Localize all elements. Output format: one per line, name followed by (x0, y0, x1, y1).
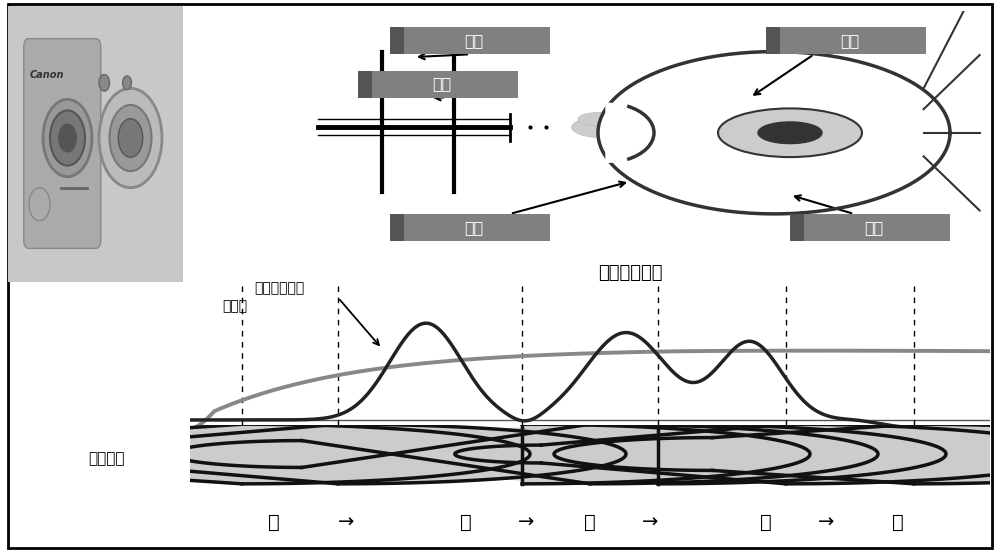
Circle shape (578, 113, 618, 126)
FancyBboxPatch shape (358, 71, 372, 98)
Circle shape (123, 76, 131, 89)
Text: 角膜形状: 角膜形状 (89, 450, 125, 466)
Text: →: → (818, 513, 834, 532)
Text: 10～15ms: 10～15ms (555, 428, 625, 443)
Circle shape (29, 188, 50, 221)
Text: 角膜: 角膜 (464, 220, 484, 235)
Polygon shape (554, 424, 1000, 484)
FancyBboxPatch shape (390, 27, 550, 54)
Polygon shape (658, 424, 946, 484)
Circle shape (118, 119, 143, 157)
Circle shape (572, 117, 632, 137)
Text: 凸: 凸 (892, 513, 904, 532)
Polygon shape (7, 424, 626, 484)
Polygon shape (606, 103, 654, 162)
Text: 眼球: 眼球 (864, 220, 884, 235)
FancyBboxPatch shape (358, 71, 518, 98)
Text: 角膜压平信号: 角膜压平信号 (598, 264, 662, 283)
FancyBboxPatch shape (390, 214, 550, 241)
Circle shape (600, 123, 648, 140)
Text: 平: 平 (760, 513, 772, 532)
Text: 平: 平 (460, 513, 472, 532)
Text: 前房: 前房 (840, 33, 860, 48)
Circle shape (99, 88, 162, 188)
FancyBboxPatch shape (766, 27, 926, 54)
Circle shape (59, 124, 76, 152)
Circle shape (99, 75, 110, 91)
Circle shape (624, 119, 668, 134)
Text: Canon: Canon (29, 70, 64, 79)
Polygon shape (455, 424, 1000, 484)
Text: 气流: 气流 (464, 33, 484, 48)
Text: 喷嘴: 喷嘴 (432, 77, 452, 92)
Circle shape (600, 115, 652, 132)
FancyBboxPatch shape (390, 27, 404, 54)
Polygon shape (0, 424, 530, 484)
Text: →: → (642, 513, 658, 532)
FancyBboxPatch shape (24, 39, 101, 248)
FancyBboxPatch shape (390, 214, 404, 241)
Circle shape (50, 110, 85, 166)
Text: 凸: 凸 (268, 513, 280, 532)
Text: 气压值: 气压值 (222, 299, 247, 313)
Circle shape (110, 105, 152, 171)
Text: 凹: 凹 (584, 513, 596, 532)
FancyBboxPatch shape (790, 214, 804, 241)
Text: 角膜压平信号: 角膜压平信号 (254, 281, 304, 295)
Circle shape (43, 99, 92, 177)
FancyBboxPatch shape (5, 0, 186, 287)
Text: →: → (518, 513, 534, 532)
Polygon shape (598, 52, 950, 214)
Text: →: → (338, 513, 354, 532)
Circle shape (718, 108, 862, 157)
Polygon shape (522, 424, 810, 484)
FancyBboxPatch shape (766, 27, 780, 54)
Circle shape (758, 122, 822, 144)
Polygon shape (172, 424, 878, 484)
FancyBboxPatch shape (790, 214, 950, 241)
Circle shape (600, 130, 636, 141)
